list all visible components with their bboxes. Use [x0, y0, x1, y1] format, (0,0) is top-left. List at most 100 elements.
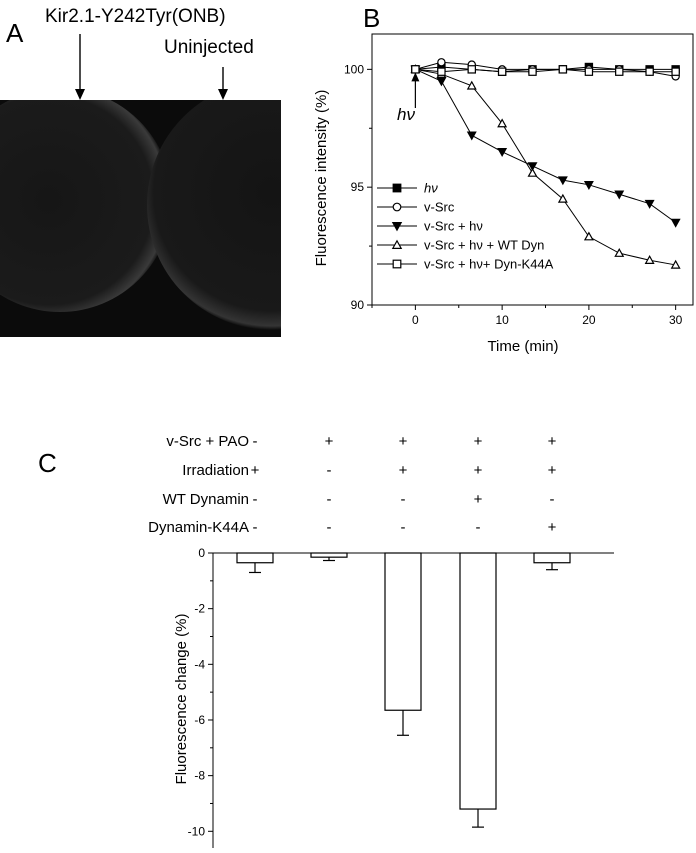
condition-sign-1-4: + — [548, 462, 557, 479]
panel-a: A Kir2.1-Y242Tyr(ONB) Uninjected — [0, 6, 281, 337]
series-2-point-2 — [466, 131, 477, 141]
legend-marker-4 — [392, 259, 402, 269]
series-3-point-2 — [466, 80, 477, 90]
series-4-point-0 — [411, 65, 420, 74]
panel-c-ytick-label-5: -10 — [188, 824, 206, 838]
condition-label-1: Irradiation — [182, 462, 249, 479]
series-4-point-6 — [584, 67, 594, 76]
condition-sign-3-0: - — [253, 519, 258, 536]
legend-marker-1 — [392, 202, 402, 212]
series-3-point-6 — [583, 231, 594, 241]
panel-c-plot: 0 -2 -4 -6 -8 -10 — [188, 546, 614, 848]
series-3-point-9 — [670, 259, 681, 269]
panel-b-letter: B — [363, 3, 380, 33]
panel-b-ytick-label-1: 95 — [351, 180, 365, 194]
uninjected-oocyte — [147, 100, 281, 330]
series-3-point-5 — [557, 193, 568, 203]
injected-arrow — [75, 34, 85, 100]
condition-label-3: Dynamin-K44A — [148, 519, 249, 536]
panel-b-ytick-label-2: 100 — [344, 62, 364, 76]
bar-1 — [310, 552, 348, 558]
series-4-point-9 — [671, 67, 680, 76]
condition-sign-0-3: + — [474, 433, 483, 450]
legend-label-2: v-Src + hν — [424, 219, 483, 234]
panel-c-letter: C — [38, 448, 57, 478]
condition-sign-1-0: + — [251, 462, 260, 479]
series-4-point-8 — [645, 67, 654, 76]
panel-b-xtick-label-0: 0 — [412, 313, 419, 327]
uninjected-label: Uninjected — [164, 37, 254, 58]
panel-b-xtick-label-2: 20 — [582, 313, 596, 327]
panel-b-plot: 0 10 20 30 90 95 100 — [344, 33, 694, 327]
panel-c-ytick-label-3: -6 — [194, 713, 205, 727]
panel-b-ytick-label-0: 90 — [351, 298, 365, 312]
series-2-point-9 — [670, 218, 681, 228]
series-2-point-3 — [497, 148, 508, 158]
series-2-point-1 — [436, 77, 447, 87]
legend-label-4: v-Src + hν+ Dyn-K44A — [424, 257, 554, 272]
series-4-point-2 — [467, 65, 476, 74]
legend-label-3: v-Src + hν + WT Dyn — [424, 238, 544, 253]
condition-sign-3-3: - — [476, 519, 481, 536]
condition-sign-0-1: + — [325, 433, 334, 450]
condition-table: v-Src + PAO - + + + +Irradiation + - + + +WT Dynam… — [148, 433, 557, 536]
injected-label: Kir2.1-Y242Tyr(ONB) — [45, 6, 226, 27]
injected-oocyte — [0, 100, 172, 312]
legend-label-1: v-Src — [424, 200, 455, 215]
condition-label-0: v-Src + PAO — [166, 433, 249, 450]
hv-arrow-head — [411, 72, 420, 82]
condition-sign-1-1: - — [327, 462, 332, 479]
series-3-point-7 — [614, 247, 625, 257]
panel-b: B 0 10 20 30 90 95 100 Time (min) Fluorescence… — [313, 3, 694, 355]
series-2-point-6 — [583, 181, 594, 191]
panel-c-ylabel: Fluorescence change (%) — [173, 614, 190, 785]
condition-sign-2-4: - — [550, 491, 555, 508]
series-4-point-1 — [437, 67, 446, 76]
legend-marker-0 — [392, 183, 402, 193]
condition-sign-3-1: - — [327, 519, 332, 536]
series-line-4 — [415, 68, 676, 73]
panel-c-ytick-label-4: -8 — [194, 769, 205, 783]
bar-3 — [459, 552, 497, 810]
bar-2 — [384, 552, 422, 711]
condition-sign-0-4: + — [548, 433, 557, 450]
series-4-point-5 — [558, 65, 568, 74]
bar-4 — [533, 552, 571, 564]
series-3-point-4 — [527, 167, 538, 177]
series-2-point-7 — [614, 190, 625, 200]
condition-sign-0-2: + — [399, 433, 408, 450]
condition-sign-0-0: - — [253, 433, 258, 450]
series-2-point-5 — [557, 176, 568, 186]
panel-b-ylabel: Fluorescence intensity (%) — [313, 90, 330, 267]
series-3-point-8 — [644, 255, 655, 264]
panel-c-ytick-label-1: -2 — [194, 602, 205, 616]
bar-0 — [236, 552, 274, 564]
series-line-1 — [415, 61, 676, 77]
series-2-point-4 — [527, 162, 538, 172]
panel-c-ytick-label-2: -4 — [194, 657, 205, 671]
condition-sign-3-4: + — [548, 519, 557, 536]
condition-sign-1-3: + — [474, 462, 483, 479]
panel-b-legend: hν v-Src v-Src + hν v-Src + hν + WT Dyn v-Sr… — [377, 181, 554, 272]
series-line-2 — [415, 68, 676, 223]
condition-sign-3-2: - — [401, 519, 406, 536]
panel-b-xlabel: Time (min) — [487, 338, 558, 355]
panel-b-xtick-label-1: 10 — [495, 313, 509, 327]
condition-sign-2-0: - — [253, 491, 258, 508]
legend-label-0: hν — [424, 181, 438, 196]
condition-sign-2-2: - — [401, 491, 406, 508]
series-4-point-7 — [615, 67, 624, 76]
panel-b-frame — [371, 33, 694, 306]
legend-marker-2 — [391, 222, 403, 232]
panel-c: C v-Src + PAO - + + + +Irradiation + - + + +WT Dyn… — [38, 433, 614, 848]
panel-c-ytick-label-0: 0 — [198, 546, 205, 560]
series-line-3 — [415, 68, 676, 266]
condition-label-2: WT Dynamin — [163, 491, 249, 508]
condition-sign-2-1: - — [327, 491, 332, 508]
series-3-point-3 — [497, 118, 508, 128]
series-2-point-8 — [644, 199, 655, 209]
panel-a-letter: A — [6, 18, 24, 48]
series-4-point-3 — [497, 67, 507, 76]
uninjected-arrow — [218, 67, 228, 100]
